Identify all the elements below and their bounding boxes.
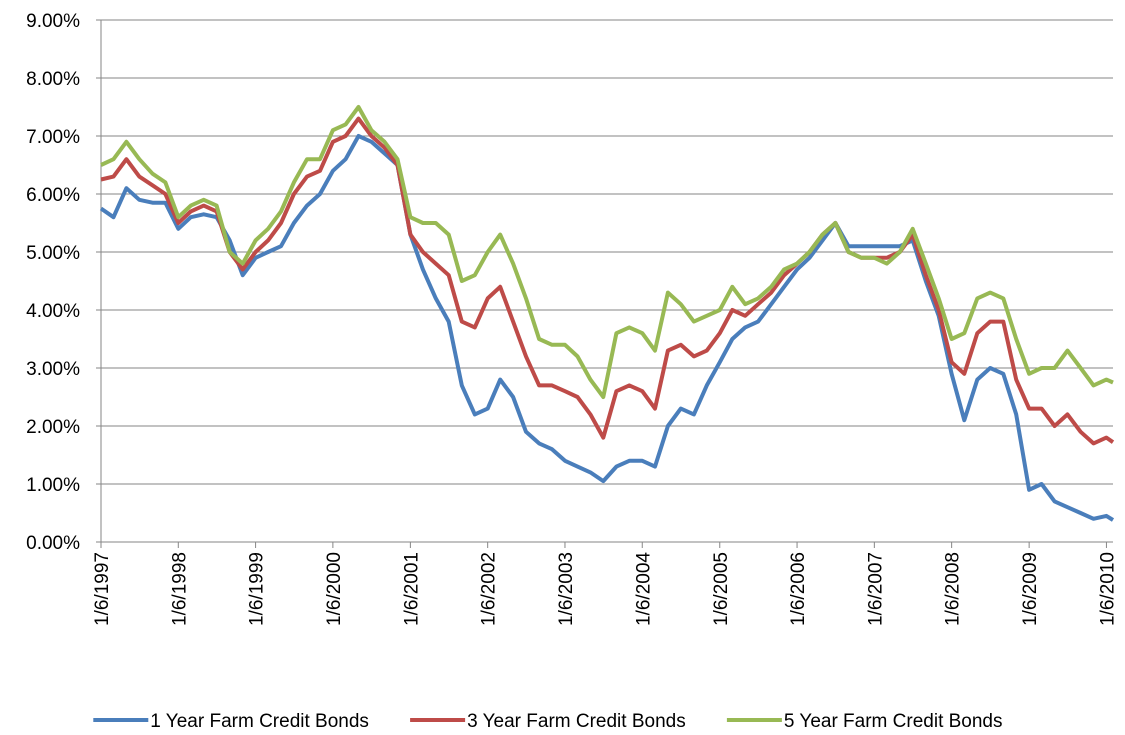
x-tick-label: 1/6/1998: [169, 552, 190, 626]
x-tick-label: 1/6/2006: [788, 552, 809, 626]
x-tick-label: 1/6/1999: [247, 552, 268, 626]
x-tick-label: 1/6/2003: [556, 552, 577, 626]
y-tick-label: 6.00%: [26, 185, 80, 206]
y-tick-label: 3.00%: [26, 359, 80, 380]
y-tick-label: 4.00%: [26, 301, 80, 322]
x-tick-label: 1/6/2010: [1097, 552, 1118, 626]
x-tick-label: 1/6/2005: [711, 552, 732, 626]
series-line: [99, 134, 1115, 522]
legend-label: 1 Year Farm Credit Bonds: [150, 711, 369, 732]
y-tick-label: 7.00%: [26, 127, 80, 148]
y-tick-label: 1.00%: [26, 475, 80, 496]
x-tick-label: 1/6/2001: [401, 552, 422, 626]
series-line: [100, 116, 1115, 446]
y-tick-label: 9.00%: [26, 11, 80, 32]
series-line: [100, 105, 1114, 399]
legend-label: 3 Year Farm Credit Bonds: [467, 711, 686, 732]
x-tick-label: 1/6/1997: [92, 552, 113, 626]
x-tick-label: 1/6/2002: [479, 552, 500, 626]
x-tick-label: 1/6/2000: [324, 552, 345, 626]
x-tick-label: 1/6/2007: [865, 552, 886, 626]
x-tick-label: 1/6/2004: [633, 552, 654, 626]
x-tick-label: 1/6/2008: [943, 552, 964, 626]
y-tick-label: 0.00%: [26, 533, 80, 554]
y-tick-label: 5.00%: [26, 243, 80, 264]
legend-label: 5 Year Farm Credit Bonds: [784, 711, 1003, 732]
y-tick-label: 8.00%: [26, 69, 80, 90]
y-tick-label: 2.00%: [26, 417, 80, 438]
x-tick-label: 1/6/2009: [1020, 552, 1041, 626]
